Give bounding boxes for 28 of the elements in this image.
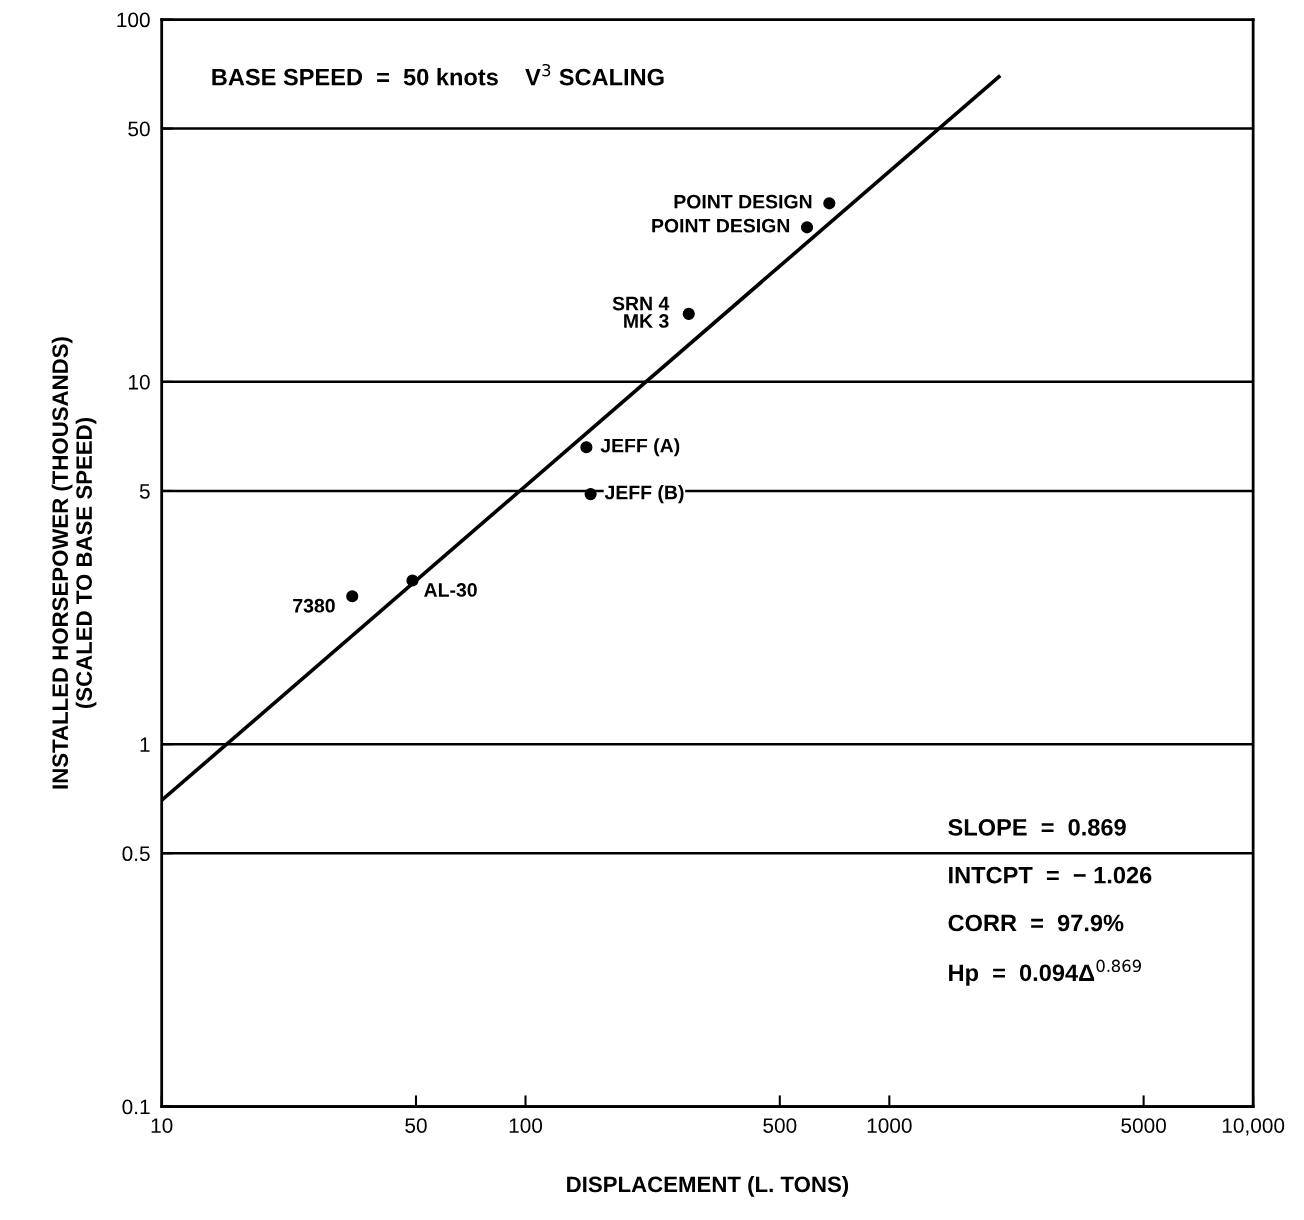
x-tick-label: 100 [509,1118,543,1133]
x-tick-label: 50 [405,1118,427,1133]
annotation: POINT DESIGN [674,194,812,209]
annotation: SRN 4 MK 3 [612,296,670,328]
annotation: AL-30 [424,583,477,597]
annotation: 7380 [293,598,335,613]
annotation: Hp = 0.094Δ$^{0.869}$ [949,959,1142,986]
y-tick-label: 5 [139,484,150,499]
annotation: INTCPT = − 1.026 [949,866,1152,884]
y-tick-label: 10 [129,374,150,390]
annotation: JEFF (A) [600,438,680,457]
y-tick-label: 1 [140,737,150,752]
annotation: SLOPE = 0.869 [948,818,1126,836]
annotation: POINT DESIGN [652,218,790,233]
x-tick-label: 5000 [1121,1118,1166,1133]
y-axis-title: INSTALLED HORSEPOWER (THOUSANDS) (SCALED TO BASE SPEED) [51,337,97,789]
y-tick-label: 0.5 [122,846,150,862]
x-tick-label: 10 [151,1118,173,1133]
y-tick-label: 100 [117,12,150,28]
x-tick-label: 500 [763,1118,797,1133]
annotation: JEFF (B) [604,485,684,504]
y-tick-label: 0.1 [122,1099,150,1115]
annotation: CORR = 97.9% [948,914,1124,932]
annotation: BASE SPEED = 50 knots V$^{3}$ SCALING [212,63,664,86]
x-axis-title: DISPLACEMENT (L. TONS) [567,1175,849,1197]
y-tick-label: 50 [128,121,150,137]
x-tick-label: 1000 [867,1118,912,1133]
x-tick-label: 10,000 [1222,1118,1285,1136]
